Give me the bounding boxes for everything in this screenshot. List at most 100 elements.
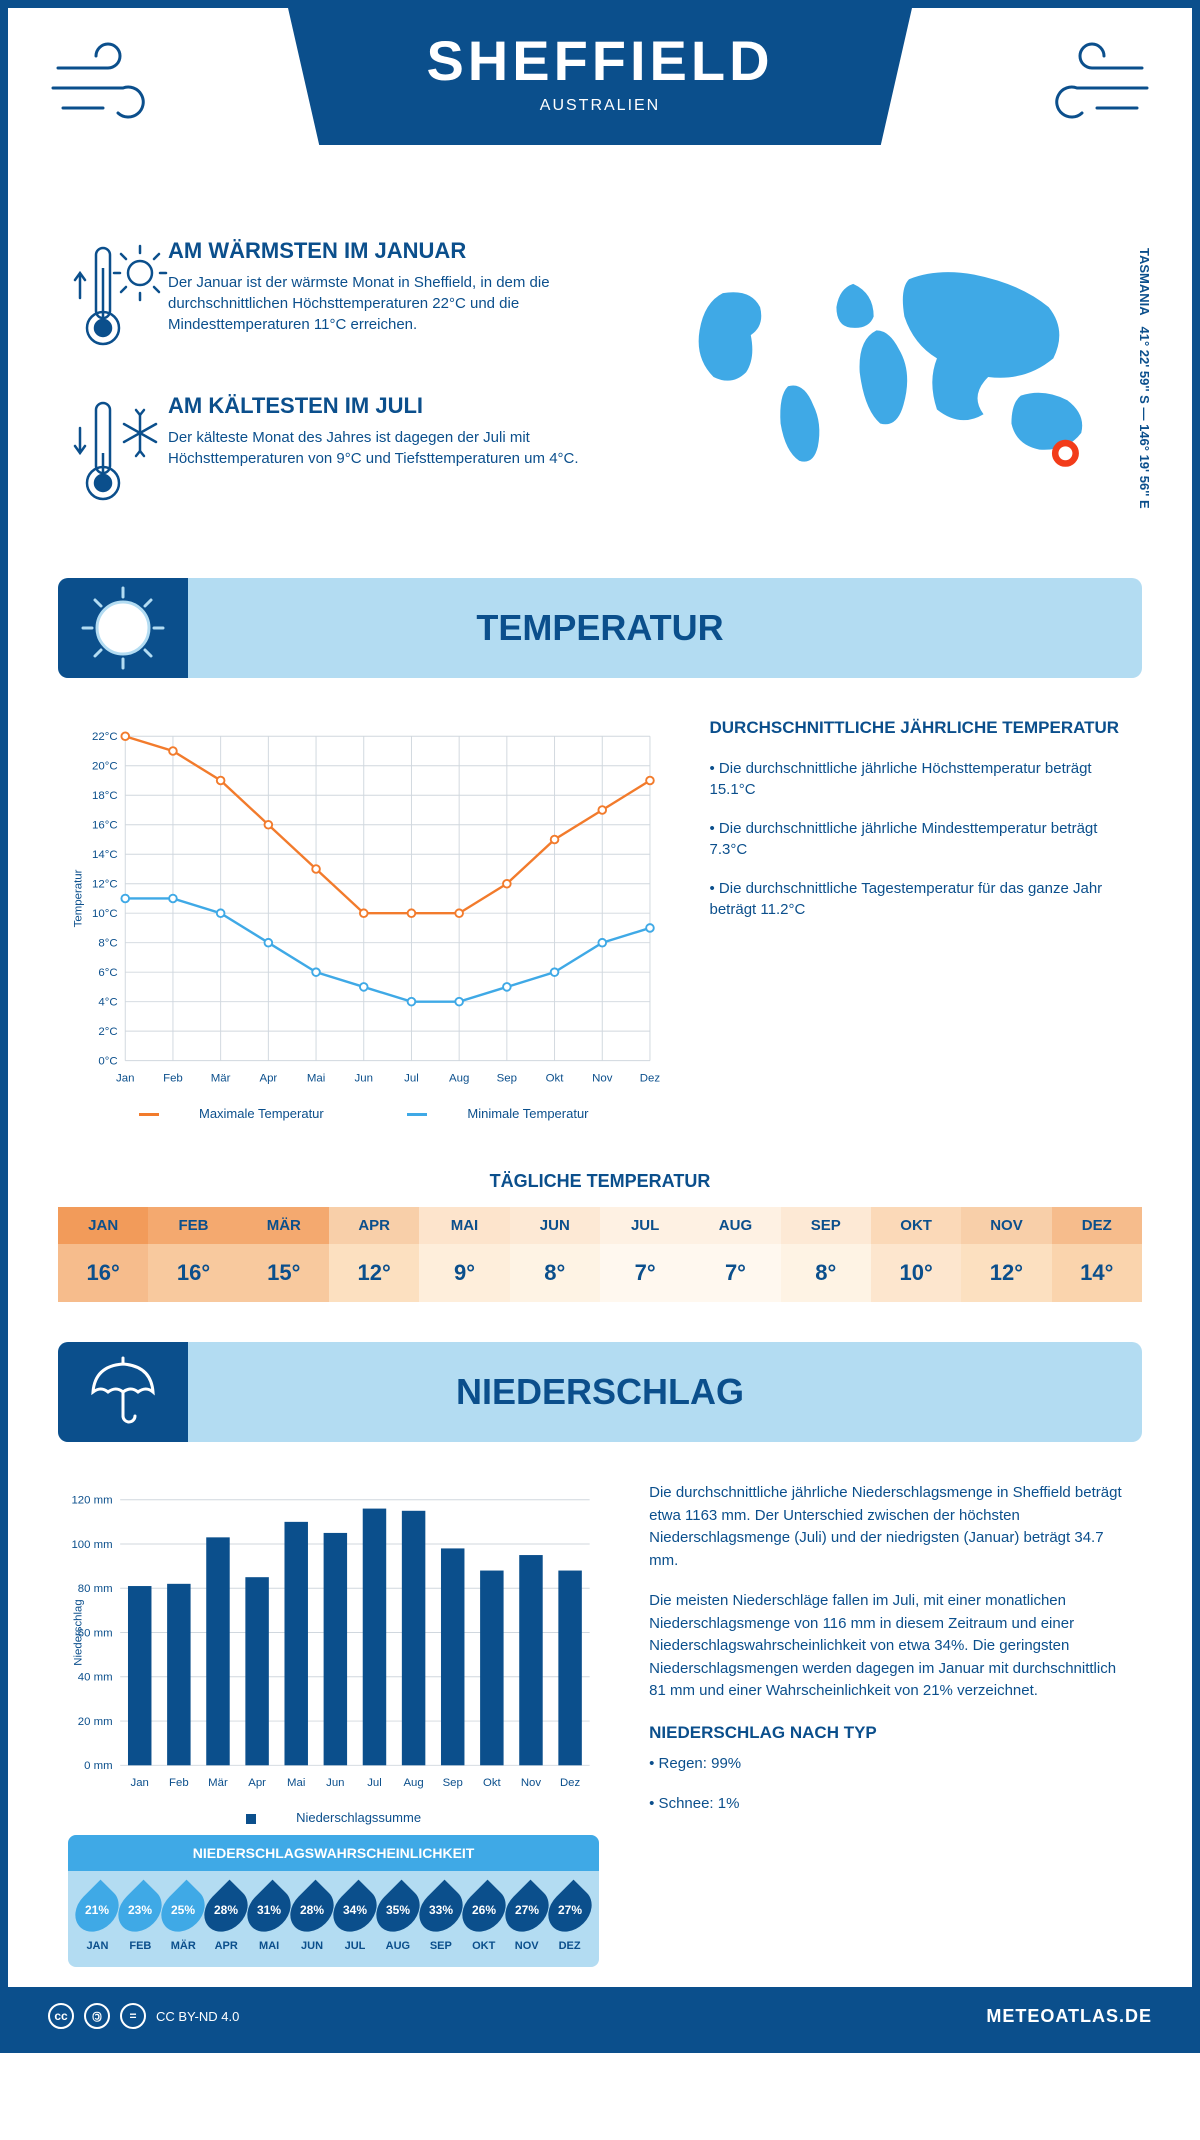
temp-heading: TEMPERATUR <box>476 607 723 649</box>
svg-text:Sep: Sep <box>443 1777 463 1789</box>
daily-temp-table: JAN 16° FEB 16° MÄR 15° APR 12° MAI 9° J… <box>58 1207 1142 1302</box>
svg-text:Jan: Jan <box>116 1073 134 1085</box>
prob-drop: 31% MAI <box>250 1886 288 1952</box>
svg-text:Mai: Mai <box>307 1073 325 1085</box>
daily-cell: JUN 8° <box>510 1207 600 1302</box>
daily-cell: NOV 12° <box>961 1207 1051 1302</box>
prob-drop: 35% AUG <box>379 1886 417 1952</box>
svg-text:Temperatur: Temperatur <box>72 869 84 927</box>
svg-text:Dez: Dez <box>560 1777 581 1789</box>
city-title: SHEFFIELD <box>328 28 872 93</box>
coldest-text: Der kälteste Monat des Jahres ist dagege… <box>168 427 627 469</box>
header: SHEFFIELD AUSTRALIEN <box>8 8 1192 208</box>
daily-cell: JAN 16° <box>58 1207 148 1302</box>
daily-cell: JUL 7° <box>600 1207 690 1302</box>
coordinates: 41° 22' 59'' S — 146° 19' 56'' E <box>1137 326 1152 508</box>
prob-drop: 33% SEP <box>422 1886 460 1952</box>
temp-notes: DURCHSCHNITTLICHE JÄHRLICHE TEMPERATUR •… <box>710 718 1133 1121</box>
temp-legend: Maximale Temperatur Minimale Temperatur <box>68 1106 660 1121</box>
svg-text:20 mm: 20 mm <box>78 1716 113 1728</box>
daily-cell: FEB 16° <box>148 1207 238 1302</box>
daily-cell: DEZ 14° <box>1052 1207 1142 1302</box>
precip-legend: Niederschlagssumme <box>68 1810 599 1825</box>
warmest-fact: AM WÄRMSTEN IM JANUAR Der Januar ist der… <box>68 238 627 363</box>
svg-text:Jul: Jul <box>404 1073 419 1085</box>
svg-text:2°C: 2°C <box>98 1026 117 1038</box>
svg-text:120 mm: 120 mm <box>71 1495 112 1507</box>
svg-text:Mär: Mär <box>208 1777 228 1789</box>
thermometer-snow-icon <box>68 393 168 518</box>
warmest-title: AM WÄRMSTEN IM JANUAR <box>168 238 627 264</box>
svg-text:Nov: Nov <box>521 1777 542 1789</box>
prob-drop: 26% OKT <box>465 1886 503 1952</box>
temp-section-header: TEMPERATUR <box>58 578 1142 678</box>
svg-text:0 mm: 0 mm <box>84 1760 112 1772</box>
svg-text:Aug: Aug <box>449 1073 469 1085</box>
wind-icon <box>1022 38 1152 133</box>
coldest-title: AM KÄLTESTEN IM JULI <box>168 393 627 419</box>
precip-type1: • Regen: 99% <box>649 1753 1132 1776</box>
prob-drop: 34% JUL <box>336 1886 374 1952</box>
svg-text:16°C: 16°C <box>92 820 118 832</box>
precip-notes: Die durchschnittliche jährliche Niedersc… <box>649 1482 1132 1967</box>
svg-text:Jul: Jul <box>367 1777 382 1789</box>
precip-type-title: NIEDERSCHLAG NACH TYP <box>649 1723 1132 1743</box>
svg-text:Feb: Feb <box>163 1073 183 1085</box>
svg-text:10°C: 10°C <box>92 908 118 920</box>
prob-drop: 27% NOV <box>508 1886 546 1952</box>
region: TASMANIA <box>1137 248 1152 316</box>
map-container: TASMANIA 41° 22' 59'' S — 146° 19' 56'' … <box>667 238 1132 548</box>
svg-text:Niederschlag: Niederschlag <box>72 1599 84 1665</box>
svg-text:Jan: Jan <box>131 1777 149 1789</box>
prob-drop: 25% MÄR <box>164 1886 202 1952</box>
title-banner: SHEFFIELD AUSTRALIEN <box>288 8 912 145</box>
daily-cell: SEP 8° <box>781 1207 871 1302</box>
legend-min: Minimale Temperatur <box>467 1106 588 1121</box>
sun-icon <box>58 578 188 678</box>
svg-text:18°C: 18°C <box>92 790 118 802</box>
info-row: AM WÄRMSTEN IM JANUAR Der Januar ist der… <box>8 208 1192 568</box>
svg-text:14°C: 14°C <box>92 849 118 861</box>
precip-section-header: NIEDERSCHLAG <box>58 1342 1142 1442</box>
svg-text:Dez: Dez <box>640 1073 660 1085</box>
world-map-icon <box>667 238 1132 488</box>
coldest-fact: AM KÄLTESTEN IM JULI Der kälteste Monat … <box>68 393 627 518</box>
svg-text:Feb: Feb <box>169 1777 189 1789</box>
svg-text:Apr: Apr <box>248 1777 266 1789</box>
prob-drop: 27% DEZ <box>551 1886 589 1952</box>
nd-icon: = <box>120 2003 146 2029</box>
svg-text:Mär: Mär <box>211 1073 231 1085</box>
notes-title: DURCHSCHNITTLICHE JÄHRLICHE TEMPERATUR <box>710 718 1133 738</box>
svg-text:20°C: 20°C <box>92 761 118 773</box>
precip-bar-chart: 0 mm20 mm40 mm60 mm80 mm100 mm120 mmNied… <box>68 1482 599 1802</box>
svg-text:22°C: 22°C <box>92 731 118 743</box>
prob-drop: 21% JAN <box>78 1886 116 1952</box>
warmest-text: Der Januar ist der wärmste Monat in Shef… <box>168 272 627 335</box>
svg-text:Jun: Jun <box>326 1777 344 1789</box>
note1: • Die durchschnittliche jährliche Höchst… <box>710 758 1133 800</box>
note3: • Die durchschnittliche Tagestemperatur … <box>710 878 1133 920</box>
legend-max: Maximale Temperatur <box>199 1106 324 1121</box>
svg-text:Mai: Mai <box>287 1777 305 1789</box>
site-name: METEOATLAS.DE <box>986 2006 1152 2027</box>
daily-cell: AUG 7° <box>690 1207 780 1302</box>
svg-text:Jun: Jun <box>355 1073 373 1085</box>
cc-icon: cc <box>48 2003 74 2029</box>
svg-text:40 mm: 40 mm <box>78 1672 113 1684</box>
prob-title: NIEDERSCHLAGSWAHRSCHEINLICHKEIT <box>68 1835 599 1871</box>
precip-heading: NIEDERSCHLAG <box>456 1371 744 1413</box>
daily-cell: MAI 9° <box>419 1207 509 1302</box>
daily-cell: OKT 10° <box>871 1207 961 1302</box>
footer: cc 🄯 = CC BY-ND 4.0 METEOATLAS.DE <box>8 1987 1192 2045</box>
svg-text:12°C: 12°C <box>92 879 118 891</box>
temperature-line-chart: 0°C2°C4°C6°C8°C10°C12°C14°C16°C18°C20°C2… <box>68 718 660 1098</box>
daily-cell: APR 12° <box>329 1207 419 1302</box>
svg-text:Apr: Apr <box>259 1073 277 1085</box>
precip-type2: • Schnee: 1% <box>649 1793 1132 1816</box>
note2: • Die durchschnittliche jährliche Mindes… <box>710 818 1133 860</box>
by-icon: 🄯 <box>84 2003 110 2029</box>
svg-text:Sep: Sep <box>497 1073 517 1085</box>
license-text: CC BY-ND 4.0 <box>156 2009 239 2024</box>
svg-text:Okt: Okt <box>483 1777 502 1789</box>
prob-drop: 28% APR <box>207 1886 245 1952</box>
